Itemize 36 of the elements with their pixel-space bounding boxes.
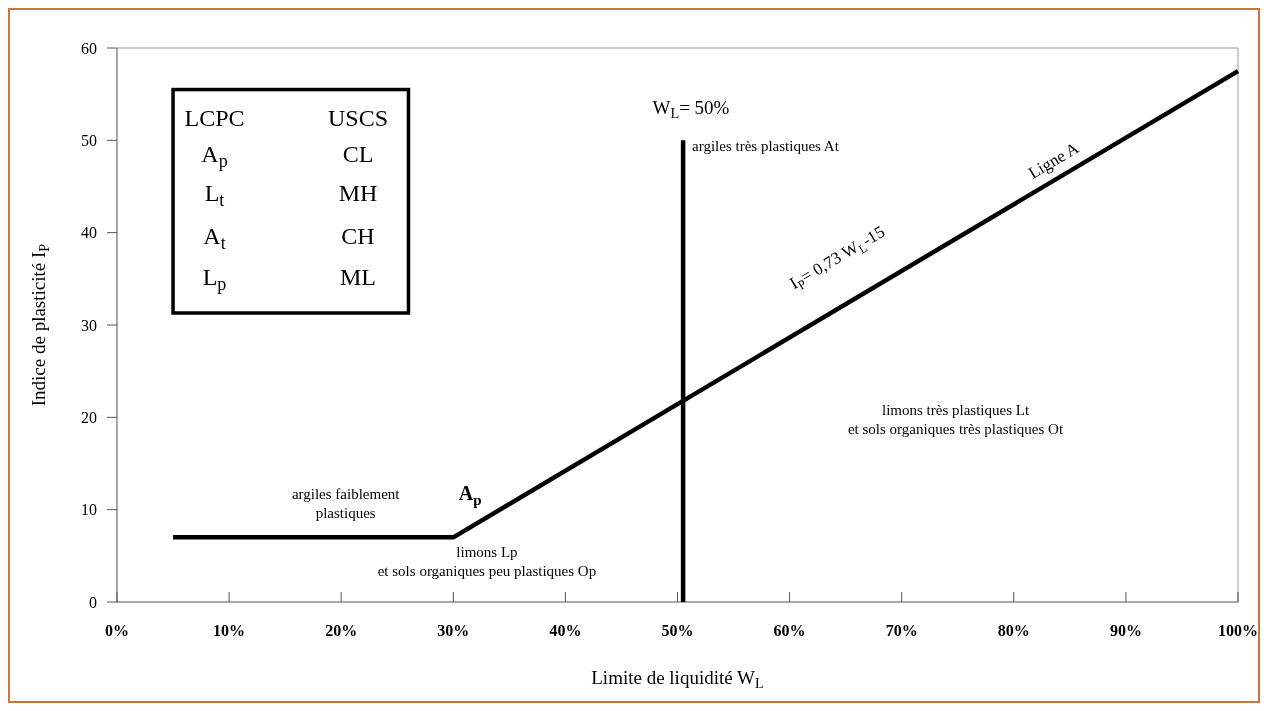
y-tick-label: 30: [81, 316, 97, 334]
x-tick-label: 80%: [997, 622, 1030, 639]
x-tick-label: 60%: [773, 622, 806, 639]
x-tick-label: 20%: [325, 622, 358, 639]
y-tick-label: 60: [81, 39, 97, 57]
x-tick-label: 0%: [105, 622, 129, 639]
y-tick-label: 50: [81, 131, 97, 149]
annotation: Ligne A: [1024, 137, 1083, 183]
x-tick-label: 90%: [1109, 622, 1142, 639]
annotation: limons très plastiques Lt et sols organiques très plastiques Ot: [847, 401, 1064, 438]
annotation: ML: [340, 264, 377, 291]
annotation: L$_{p}$: [202, 264, 227, 295]
annotation: MH: [338, 180, 378, 207]
x-tick-label: 100%: [1218, 622, 1258, 639]
annotation: L$_{t}$: [204, 180, 225, 211]
annotation: limons Lp et sols organiques peu plastiques Op: [377, 543, 597, 580]
x-tick-label: 10%: [213, 622, 246, 639]
annotation: CL: [342, 141, 374, 168]
x-tick-label: 50%: [661, 622, 694, 639]
annotation: A$_{p}$: [201, 141, 228, 172]
annotation: argiles faiblement plastiques: [291, 485, 401, 522]
x-tick-label: 30%: [437, 622, 470, 639]
annotation: CH: [341, 222, 375, 249]
annotation: argiles très plastiques At: [692, 138, 840, 155]
annotation: W$_{L}$= 50%: [652, 97, 730, 122]
x-axis-title: Limite de liquidité W$_{L}$: [591, 667, 764, 692]
annotation: A$_{t}$: [203, 222, 226, 254]
y-tick-label: 20: [81, 408, 97, 426]
y-tick-label: 40: [81, 224, 97, 242]
annotation: USCS: [327, 104, 389, 131]
y-tick-label: 0: [89, 593, 97, 611]
x-tick-label: 70%: [885, 622, 918, 639]
annotation: A$_{p}$: [458, 482, 482, 508]
annotation: LCPC: [184, 104, 245, 131]
y-tick-label: 10: [81, 501, 97, 519]
x-tick-label: 40%: [549, 622, 582, 639]
